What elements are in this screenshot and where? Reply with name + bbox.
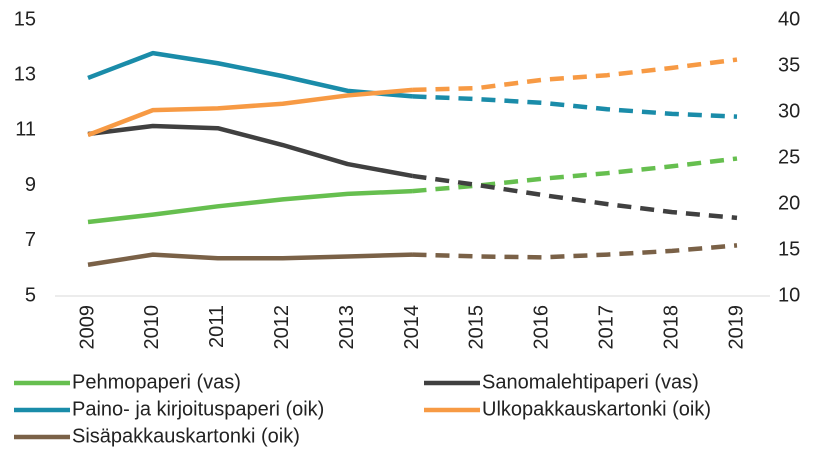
y-tick-label: 7 <box>25 229 36 251</box>
y-tick-label: 13 <box>14 63 36 85</box>
x-tick-label: 2010 <box>141 305 163 350</box>
x-tick-label: 2012 <box>271 305 293 350</box>
y2-tick-label: 40 <box>778 8 800 30</box>
x-tick-label: 2015 <box>466 305 488 350</box>
x-tick-label: 2019 <box>725 305 747 350</box>
forecast-line <box>412 243 738 260</box>
x-tick-label: 2009 <box>76 305 98 350</box>
legend-label: Sanomalehtipaperi (vas) <box>482 371 699 393</box>
y-tick-label: 11 <box>15 119 36 141</box>
series-line <box>87 123 413 179</box>
x-tick-label: 2011 <box>206 305 228 348</box>
forecast-line <box>412 173 738 221</box>
legend-label: Sisäpakkauskartonki (oik) <box>72 425 300 447</box>
y2-tick-label: 15 <box>778 238 800 260</box>
forecast-line <box>412 156 738 194</box>
series-line <box>87 188 413 225</box>
x-tick-label: 2013 <box>336 305 358 350</box>
forecast-line <box>412 94 738 119</box>
y2-tick-label: 30 <box>778 100 800 122</box>
series-line <box>87 252 413 267</box>
x-tick-label: 2017 <box>595 305 617 350</box>
legend-label: Paino- ja kirjoituspaperi (oik) <box>72 398 324 420</box>
y2-tick-label: 25 <box>778 146 800 168</box>
y2-tick-label: 10 <box>778 284 800 306</box>
series-line <box>87 87 413 138</box>
legend-label: Pehmopaperi (vas) <box>72 371 241 393</box>
legend-label: Ulkopakkauskartonki (oik) <box>482 398 711 420</box>
series-line <box>87 50 413 99</box>
x-tick-label: 2014 <box>401 305 423 350</box>
x-tick-label: 2016 <box>531 305 553 350</box>
y-tick-label: 15 <box>14 8 36 30</box>
y-tick-label: 5 <box>25 284 36 306</box>
y2-tick-label: 20 <box>778 192 800 214</box>
y2-tick-label: 35 <box>778 54 800 76</box>
x-tick-label: 2018 <box>660 305 682 350</box>
y-tick-label: 9 <box>25 174 36 196</box>
forecast-line <box>412 57 738 93</box>
